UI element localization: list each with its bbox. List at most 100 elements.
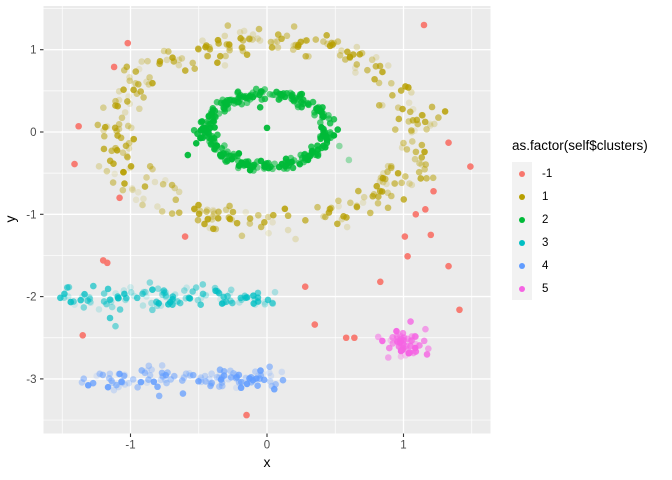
point-cluster-3 — [90, 282, 97, 290]
point-cluster-1 — [414, 120, 422, 128]
legend-key — [512, 208, 532, 231]
point-cluster-2 — [269, 165, 276, 173]
point-cluster-4 — [115, 370, 123, 378]
point-cluster-4 — [232, 371, 240, 378]
point-cluster-4 — [167, 376, 175, 383]
point-cluster-1 — [194, 216, 202, 224]
point-cluster-1 — [421, 165, 428, 173]
point-cluster-1 — [238, 44, 245, 52]
point-cluster-1 — [356, 51, 364, 58]
point-cluster-3 — [133, 294, 141, 302]
point-cluster-1 — [111, 170, 119, 178]
legend-point-icon — [519, 193, 525, 200]
point-cluster-4 — [186, 370, 193, 377]
point-cluster-1 — [375, 79, 383, 87]
point-cluster-4 — [196, 376, 204, 384]
point-cluster-2 — [234, 88, 242, 95]
point-cluster-2 — [197, 118, 205, 126]
point-cluster-1 — [408, 181, 416, 189]
point-cluster-5 — [394, 333, 401, 341]
point-cluster-4 — [227, 367, 234, 375]
legend-label: -1 — [542, 167, 553, 180]
point-cluster-4 — [278, 368, 286, 376]
point-cluster-1 — [196, 207, 204, 215]
point-cluster-1 — [181, 67, 189, 74]
point-noise — [412, 211, 420, 218]
point-cluster-4 — [216, 366, 224, 374]
point-cluster-4 — [227, 374, 235, 381]
legend-item-5: 5 — [512, 277, 670, 300]
point-cluster-1 — [144, 57, 151, 65]
point-cluster-1 — [243, 51, 251, 58]
point-cluster-2 — [214, 131, 221, 139]
point-cluster-1 — [271, 38, 278, 46]
point-noise — [456, 306, 463, 314]
point-cluster-3 — [107, 298, 115, 305]
point-cluster-1 — [191, 65, 199, 72]
point-cluster-3 — [57, 294, 64, 302]
point-cluster-3 — [169, 295, 176, 303]
y-axis-title: y — [2, 216, 18, 223]
point-cluster-1 — [435, 114, 442, 121]
point-cluster-4 — [266, 378, 274, 385]
point-cluster-1 — [100, 145, 108, 153]
point-cluster-1 — [222, 52, 229, 60]
point-cluster-5 — [420, 337, 428, 345]
point-cluster-3 — [220, 299, 227, 306]
point-cluster-1 — [418, 161, 425, 168]
point-cluster-2 — [311, 111, 318, 119]
point-cluster-1 — [165, 48, 172, 55]
point-cluster-2 — [320, 142, 327, 150]
point-cluster-4 — [182, 370, 190, 377]
point-cluster-1 — [111, 124, 119, 132]
point-cluster-3 — [146, 279, 154, 286]
point-cluster-4 — [138, 367, 146, 374]
point-cluster-1 — [426, 120, 434, 128]
point-cluster-1 — [379, 68, 386, 76]
point-cluster-1 — [273, 38, 281, 45]
point-cluster-1 — [138, 58, 146, 65]
point-cluster-1 — [364, 66, 371, 74]
point-cluster-1 — [428, 103, 436, 111]
point-cluster-5 — [389, 340, 397, 347]
point-cluster-4 — [113, 381, 120, 389]
point-cluster-4 — [189, 371, 197, 379]
point-cluster-4 — [163, 379, 170, 387]
point-cluster-1 — [372, 62, 380, 70]
point-cluster-1 — [240, 27, 248, 35]
point-extra — [345, 156, 353, 164]
point-cluster-1 — [402, 173, 409, 180]
point-cluster-1 — [353, 202, 361, 210]
point-cluster-1 — [418, 111, 426, 119]
point-cluster-4 — [148, 366, 155, 374]
point-cluster-3 — [254, 294, 262, 301]
point-cluster-1 — [359, 199, 367, 206]
point-cluster-1 — [303, 37, 310, 44]
point-cluster-2 — [254, 158, 261, 165]
legend-item-1: 1 — [512, 185, 670, 208]
point-cluster-2 — [282, 155, 290, 163]
point-cluster-1 — [284, 226, 292, 234]
point-cluster-1 — [274, 31, 282, 38]
point-cluster-3 — [108, 303, 116, 311]
point-cluster-1 — [103, 167, 111, 175]
point-cluster-4 — [150, 378, 158, 386]
point-cluster-3 — [162, 293, 170, 301]
point-cluster-1 — [387, 79, 395, 87]
point-cluster-4 — [164, 369, 171, 376]
point-cluster-1 — [168, 210, 176, 217]
point-cluster-2 — [308, 143, 315, 151]
point-cluster-3 — [142, 288, 149, 296]
point-cluster-1 — [141, 183, 149, 190]
legend: as.factor(self$clusters) -1 1 2 3 4 5 — [512, 138, 670, 300]
y-tick-label: -2 — [26, 292, 36, 304]
point-cluster-5 — [416, 342, 423, 349]
point-cluster-3 — [106, 296, 114, 303]
point-cluster-1 — [366, 209, 374, 217]
point-cluster-3 — [67, 298, 75, 306]
point-cluster-3 — [251, 301, 259, 308]
point-cluster-5 — [406, 349, 414, 356]
x-tick-label: 1 — [400, 440, 406, 452]
point-cluster-1 — [399, 105, 406, 113]
point-cluster-1 — [415, 168, 423, 176]
